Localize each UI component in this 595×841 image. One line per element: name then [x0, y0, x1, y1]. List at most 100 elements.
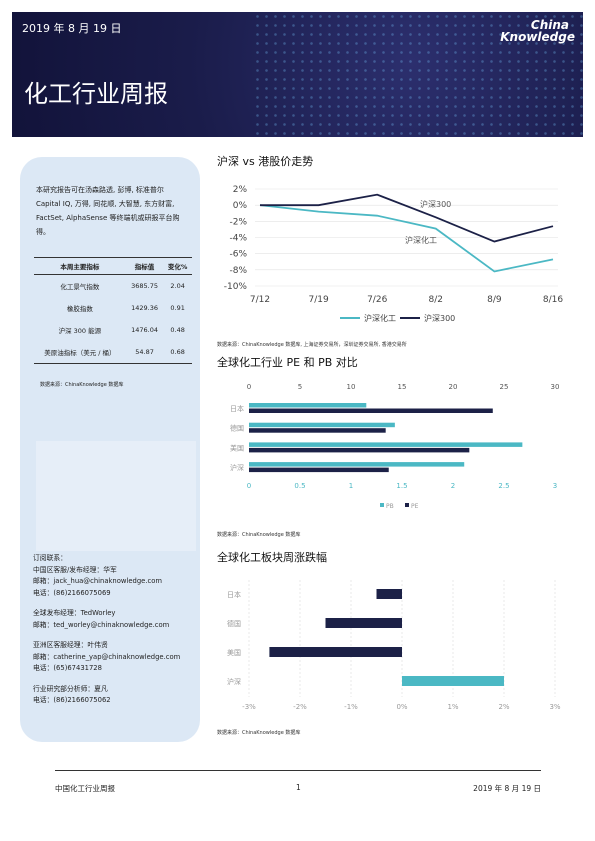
table-cell: 0.91	[170, 304, 185, 312]
contact-line: 全球发布经理：TedWorley	[33, 609, 116, 617]
contact-line: 行业研究部分析师：夏凡	[33, 684, 108, 693]
x-tick-label: 2	[451, 482, 455, 490]
x-tick-label: 7/19	[308, 295, 328, 305]
y-tick-label: 0%	[233, 201, 248, 211]
x-tick-label: 1%	[447, 703, 458, 711]
logo: China	[530, 18, 569, 32]
table-cell: 54.87	[125, 341, 164, 364]
x-tick-label: -2%	[293, 703, 307, 711]
x2-tick-label: 10	[347, 383, 356, 391]
y-tick-label: 2%	[233, 185, 248, 195]
bar	[249, 442, 523, 447]
x-tick-label: -1%	[344, 703, 358, 711]
x2-tick-label: 15	[398, 383, 407, 391]
x-tick-label: 0%	[396, 703, 407, 711]
x2-tick-label: 25	[500, 383, 509, 391]
source-note: 数据来源：ChinaKnowledge 数据库	[217, 729, 300, 736]
x-tick-label: 2%	[498, 703, 509, 711]
contact-line: 邮箱：ted_worley@chinaknowledge.com	[33, 620, 170, 629]
legend-label: 沪深300	[424, 313, 455, 323]
contact-line: 电话：(86)2166075069	[33, 588, 111, 597]
table-cell: 2.04	[170, 282, 185, 290]
indicator-table: 本周主要指标 指标值 变化% 化工景气指数 3685.75 2.04 橡胶指数 1429.36…	[34, 257, 192, 364]
category-label: 美国	[230, 443, 244, 452]
legend-swatch	[380, 503, 384, 507]
category-label: 德国	[227, 619, 241, 628]
contact-group: 全球发布经理：TedWorley 邮箱：ted_worley@chinaknowl…	[33, 608, 198, 631]
x-tick-label: 1	[349, 482, 353, 490]
x-tick-label: 0	[247, 482, 251, 490]
bar	[269, 647, 402, 657]
contact-line: 亚洲区客服经理：叶伟贤	[33, 641, 108, 649]
table-row: 橡胶指数 1429.36 0.91	[34, 297, 192, 319]
table-cell: 橡胶指数	[66, 305, 93, 313]
bar	[249, 462, 465, 467]
footer-title: 中国化工行业周报	[55, 784, 115, 793]
report-title: 化工行业周报	[24, 80, 168, 108]
contact-line: 邮箱：jack_hua@chinaknowledge.com	[33, 577, 163, 585]
x2-tick-label: 5	[298, 383, 302, 391]
category-label: 美国	[227, 648, 241, 657]
annotation: 沪深化工	[405, 235, 437, 245]
contact-group: 订阅联系： 中国区客服/发布经理：华军邮箱：jack_hua@chinaknowl…	[33, 553, 198, 599]
table-cell: 美原油指标（美元 / 桶）	[34, 341, 126, 364]
table-cell: 0.68	[163, 341, 192, 364]
table-header-row: 本周主要指标 指标值 变化%	[34, 257, 192, 275]
line-series	[260, 193, 554, 243]
table-header-cell: 指标值	[125, 257, 164, 275]
table-row: 美原油指标（美元 / 桶） 54.87 0.68	[34, 341, 192, 364]
header-pattern	[253, 12, 583, 137]
panel	[36, 441, 196, 551]
chart-title: 沪深 vs 港股价走势	[217, 154, 313, 168]
bar	[249, 422, 395, 428]
x-tick-label: 0.5	[294, 482, 305, 490]
y-tick-label: -2%	[229, 217, 247, 227]
contacts: 订阅联系： 中国区客服/发布经理：华军邮箱：jack_hua@chinaknowl…	[33, 553, 198, 716]
x2-tick-label: 20	[449, 383, 458, 391]
contact-group: 亚洲区客服经理：叶伟贤邮箱：catherine_yap@chinaknowled…	[33, 640, 198, 675]
x-tick-label: 1.5	[396, 482, 407, 490]
bar	[249, 408, 493, 413]
category-label: 沪深	[230, 463, 244, 472]
x2-tick-label: 0	[247, 383, 251, 391]
x-tick-label: 8/16	[543, 295, 563, 305]
y-tick-label: -4%	[229, 234, 247, 244]
table-cell: 3685.75	[131, 282, 158, 290]
table-row: 化工景气指数 3685.75 2.04	[34, 275, 192, 298]
source-note: 数据来源：ChinaKnowledge 数据库	[40, 382, 124, 388]
table-cell: 1429.36	[131, 304, 158, 312]
header: 2019 年 8 月 19 日 China Knowledge 化工行业周报	[12, 12, 583, 137]
contact-line: 中国区客服/发布经理：华军	[33, 565, 117, 574]
table-cell: 0.48	[170, 326, 185, 334]
x-tick-label: 8/9	[487, 295, 502, 305]
chart-title: 全球化工行业 PE 和 PB 对比	[217, 355, 358, 369]
x2-tick-label: 30	[551, 383, 560, 391]
footer-date: 2019 年 8 月 19 日	[473, 784, 541, 793]
x-tick-label: 7/12	[250, 295, 270, 305]
table-cell: 化工景气指数	[60, 283, 100, 291]
bar	[325, 618, 402, 628]
category-label: 德国	[230, 424, 244, 433]
x-tick-label: 3%	[549, 703, 560, 711]
category-label: 日本	[227, 590, 241, 599]
contact-group: 行业研究部分析师：夏凡 电话：(86)2166075062	[33, 684, 198, 707]
bar	[402, 676, 504, 686]
x-tick-label: 7/26	[367, 295, 387, 305]
y-tick-label: -10%	[224, 282, 248, 292]
y-tick-label: -8%	[229, 266, 247, 276]
chart-title: 全球化工板块周涨跌幅	[217, 550, 327, 564]
bar	[249, 403, 367, 408]
table-row: 沪深 300 能源 1476.04 0.48	[34, 319, 192, 341]
table-header-cell: 变化%	[163, 257, 192, 275]
contact-line: 电话：(65)67431728	[33, 664, 102, 672]
x-tick-label: -3%	[242, 703, 256, 711]
intro-text: 本研究报告可在汤森路透, 彭博, 标准普尔 Capital IQ, 万得, 同花…	[36, 186, 180, 236]
table-header-cell: 本周主要指标	[34, 257, 126, 275]
footer-rule	[55, 770, 541, 771]
annotation: 沪深300	[420, 199, 451, 209]
contact-line: 邮箱：catherine_yap@chinaknowledge.com	[33, 652, 181, 661]
legend-swatch	[405, 503, 409, 507]
contact-line: 订阅联系：	[33, 554, 67, 562]
